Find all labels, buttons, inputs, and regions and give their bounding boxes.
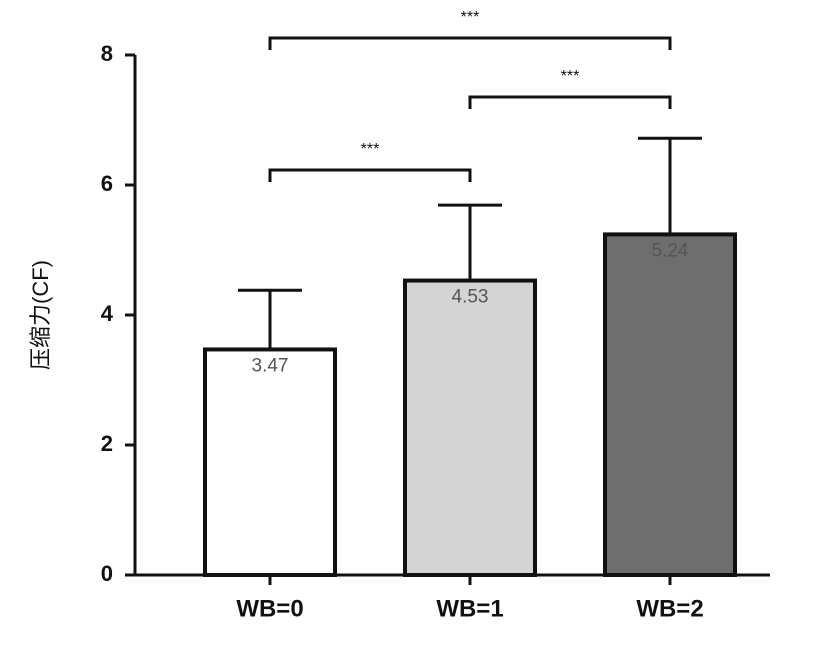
value-label: 4.53: [452, 287, 489, 308]
x-tick-label: WB=2: [636, 595, 703, 622]
significance-label: ***: [461, 9, 480, 26]
significance-bracket: [468, 95, 672, 109]
significance-bracket: [268, 36, 672, 50]
significance-label: ***: [561, 68, 580, 85]
x-tick-label: WB=0: [236, 595, 303, 622]
y-tick-label: 0: [101, 561, 113, 586]
bar: [203, 347, 337, 578]
y-tick-label: 4: [101, 301, 114, 326]
y-tick-label: 8: [101, 41, 113, 66]
significance-label: ***: [361, 141, 380, 158]
value-label: 3.47: [252, 355, 289, 376]
x-tick-label: WB=1: [436, 595, 503, 622]
y-axis-label: 压缩力(CF): [28, 260, 53, 370]
y-tick-label: 6: [101, 171, 113, 196]
value-label: 5.24: [652, 240, 689, 261]
significance-bracket: [268, 168, 472, 182]
bar: [403, 278, 537, 577]
y-tick-label: 2: [101, 431, 113, 456]
bar: [603, 232, 737, 577]
